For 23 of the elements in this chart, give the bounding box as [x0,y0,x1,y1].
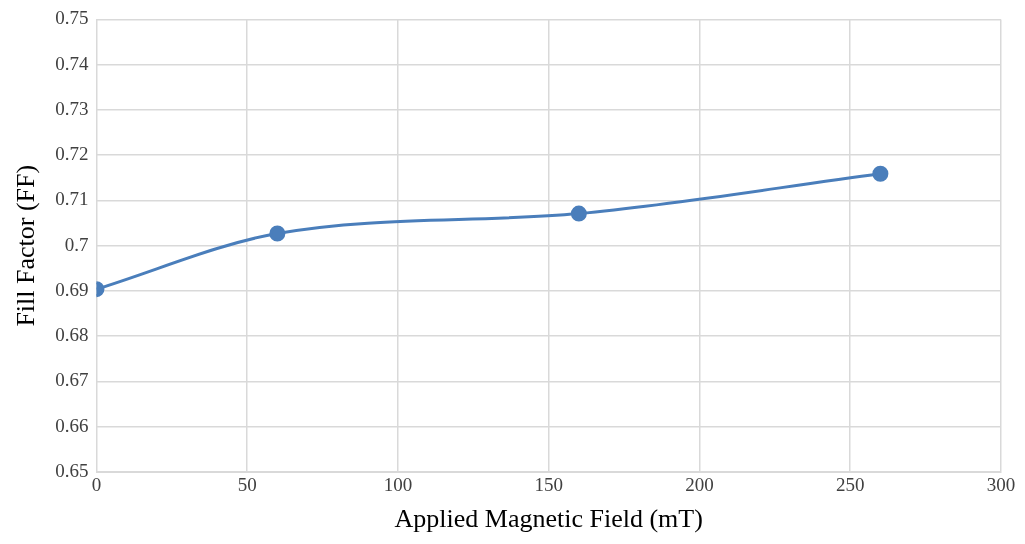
y-tick-label: 0.71 [55,188,89,210]
y-tick-label: 0.65 [55,459,89,481]
y-tick-label: 0.68 [55,324,89,346]
x-tick-label: 150 [534,474,563,496]
y-tick-label: 0.72 [55,143,89,165]
point [570,205,587,222]
y-tick-label: 0.75 [55,7,89,29]
x-tick-label: 0 [91,474,102,496]
y-tick-label: 0.74 [55,52,89,74]
x-axis-title: Applied Magnetic Field (mT) [394,504,703,534]
y-tick-label: 0.7 [64,233,89,255]
point [872,165,889,182]
y-axis-title: Fill Factor (FF) [11,164,41,327]
x-tick-label: 100 [383,474,413,496]
y-tick-label: 0.66 [55,414,89,436]
y-tick-label: 0.67 [55,369,89,391]
x-tick-label: 50 [237,474,257,496]
y-tick-label: 0.69 [55,278,89,300]
x-tick-label: 250 [835,474,865,496]
point [269,225,286,242]
x-tick-label: 300 [986,474,1016,496]
y-tick-label: 0.73 [55,97,89,119]
x-tick-label: 200 [685,474,714,496]
